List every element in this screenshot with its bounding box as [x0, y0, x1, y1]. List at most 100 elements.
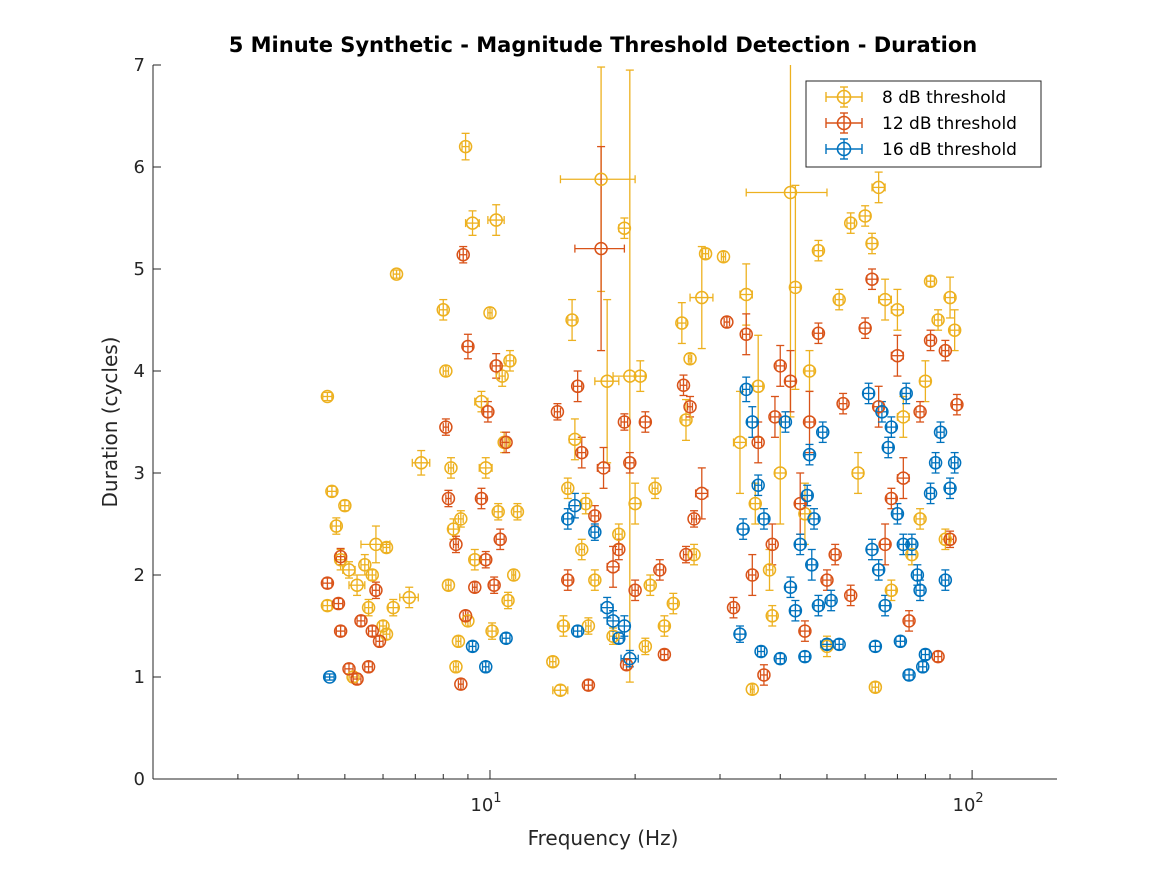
data-point: [783, 580, 798, 594]
data-point: [910, 568, 925, 582]
data-point: [933, 425, 948, 439]
legend-item: 16 dB threshold: [825, 138, 1017, 160]
data-point: [320, 389, 335, 404]
data-point: [350, 578, 364, 592]
legend-marker: [836, 89, 852, 105]
data-point: [600, 600, 614, 615]
legend-items: 8 dB threshold 12 dB threshold 16 dB thres…: [825, 86, 1017, 160]
data-point: [570, 379, 585, 394]
data-point: [594, 241, 608, 256]
data-point: [890, 348, 905, 363]
data-point: [485, 624, 499, 638]
data-point: [745, 568, 760, 582]
data-point: [389, 267, 404, 281]
data-point: [679, 547, 693, 562]
data-point: [783, 185, 798, 200]
data-point: [596, 461, 611, 475]
data-point: [550, 405, 565, 419]
data-point: [878, 292, 892, 307]
data-point: [751, 435, 765, 450]
data-point: [950, 397, 964, 412]
y-tick-label: 5: [134, 259, 145, 280]
x-axis-label: Frequency (Hz): [528, 826, 679, 850]
data-point: [832, 292, 846, 307]
data-point: [757, 512, 771, 526]
data-point: [561, 573, 575, 587]
data-point: [890, 507, 905, 521]
x-ticks: 101 102: [152, 770, 984, 816]
data-point: [851, 466, 865, 480]
data-point: [875, 405, 889, 419]
data-point: [931, 313, 945, 327]
data-point: [902, 668, 916, 682]
data-point: [402, 590, 416, 605]
data-point: [501, 593, 515, 608]
data-point: [342, 662, 356, 676]
y-tick-label: 2: [134, 565, 145, 586]
data-point: [757, 668, 771, 682]
data-point: [489, 213, 503, 227]
data-point: [657, 619, 672, 633]
data-point: [481, 405, 495, 419]
data-point: [479, 660, 493, 674]
data-point: [793, 496, 807, 511]
data-point: [628, 496, 642, 511]
data-point: [588, 525, 602, 539]
data-point: [441, 491, 456, 506]
data-point: [905, 537, 919, 552]
data-point: [628, 583, 642, 598]
data-point: [923, 274, 938, 288]
data-point: [369, 583, 383, 598]
data-point: [456, 247, 470, 262]
data-point: [783, 374, 798, 388]
data-point: [896, 471, 911, 485]
data-point: [865, 542, 879, 557]
legend-label: 16 dB threshold: [882, 140, 1017, 160]
data-point: [765, 537, 779, 552]
data-point: [565, 313, 579, 327]
legend-label: 12 dB threshold: [882, 114, 1017, 134]
data-point: [683, 352, 697, 366]
data-point: [798, 649, 812, 664]
data-point: [811, 243, 826, 258]
data-point: [474, 491, 489, 506]
data-point: [491, 505, 505, 519]
data-point: [773, 359, 787, 373]
data-point: [800, 488, 814, 503]
data-point: [329, 519, 344, 533]
data-point: [828, 547, 842, 562]
data-point: [633, 369, 648, 383]
data-point: [612, 542, 626, 557]
data-point: [499, 435, 513, 450]
data-point: [465, 639, 480, 654]
y-tick-label: 4: [134, 361, 145, 382]
data-point: [947, 456, 962, 470]
data-point: [943, 481, 957, 496]
data-point: [938, 532, 953, 547]
data-point: [499, 631, 513, 645]
data-point: [468, 552, 482, 567]
data-point: [325, 484, 339, 499]
data-point: [687, 512, 701, 526]
data-point: [896, 410, 911, 424]
data-point: [365, 568, 380, 582]
data-point: [884, 583, 899, 598]
y-tick-label: 1: [134, 667, 145, 688]
data-point: [811, 598, 826, 613]
data-point: [606, 629, 620, 643]
x-tick-label: 102: [953, 791, 984, 816]
data-point: [653, 563, 667, 577]
data-point: [546, 654, 560, 669]
data-point: [918, 647, 933, 662]
data-point: [561, 481, 575, 496]
data-point: [574, 445, 589, 460]
data-point: [350, 672, 364, 686]
data-point: [896, 537, 911, 552]
data-point: [479, 461, 493, 475]
data-point: [474, 394, 489, 409]
data-point: [805, 558, 819, 572]
data-point: [379, 627, 394, 641]
data-point: [878, 598, 892, 613]
data-point: [923, 486, 938, 501]
data-point: [695, 486, 709, 501]
